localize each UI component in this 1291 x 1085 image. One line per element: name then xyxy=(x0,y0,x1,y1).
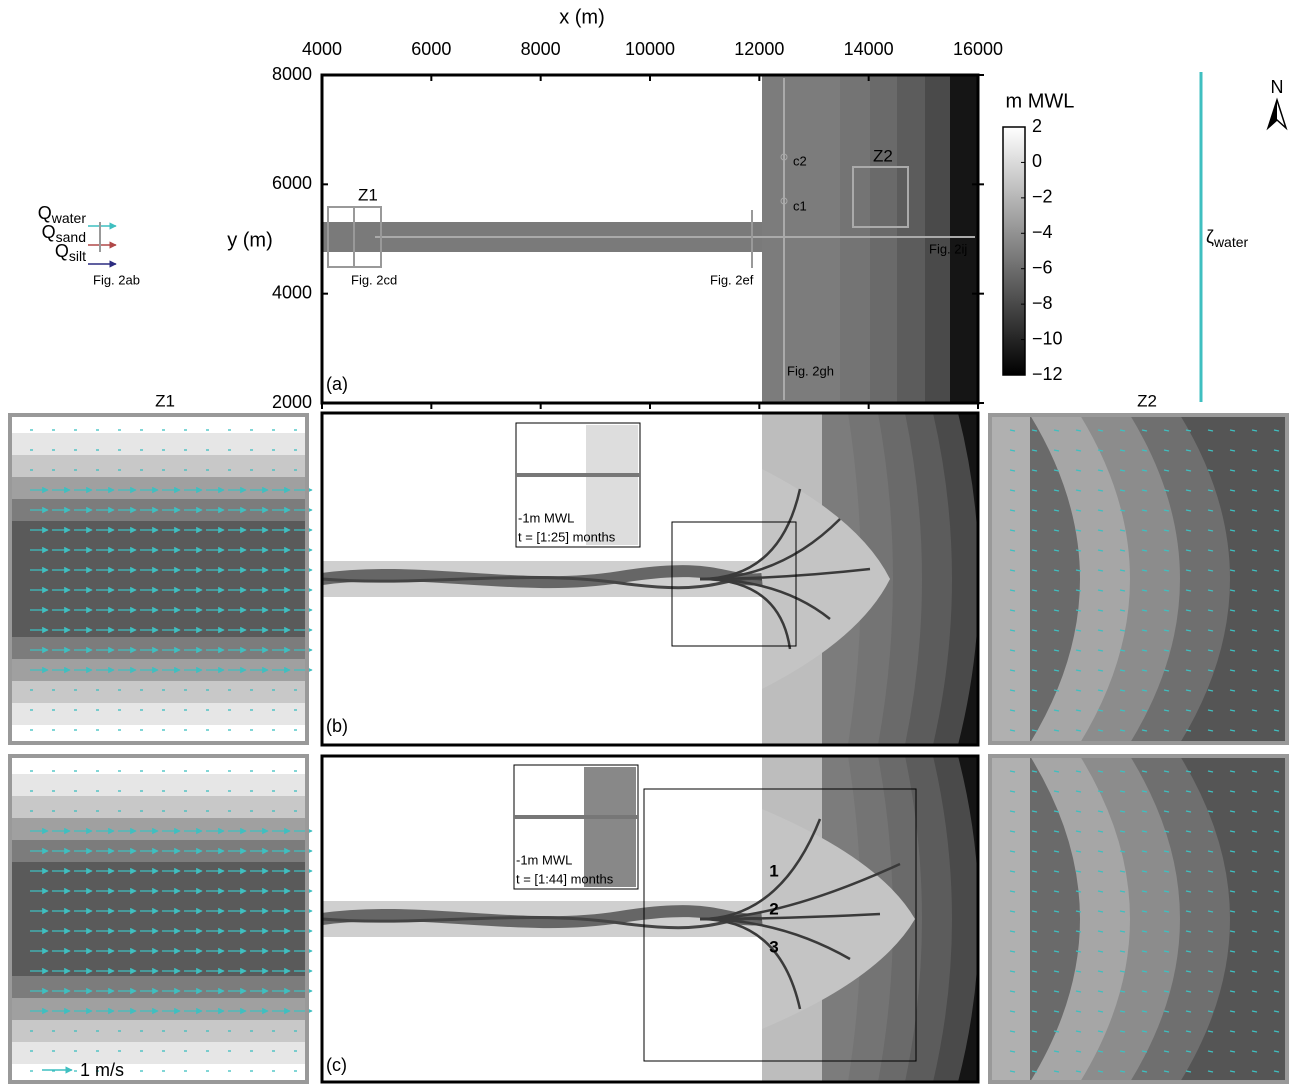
inset-land xyxy=(586,425,638,545)
x-tick-label: 12000 xyxy=(734,39,784,59)
inset-land xyxy=(584,767,636,887)
water-level-label-subscript: water xyxy=(1213,234,1249,250)
channel-label: 1 xyxy=(769,861,778,880)
inset-contour-label: -1m MWL xyxy=(516,852,572,867)
colorbar-tick-label: −6 xyxy=(1032,257,1053,277)
depth-band xyxy=(762,75,840,403)
panel-label: (a) xyxy=(326,374,348,394)
y-tick-label: 8000 xyxy=(272,64,312,84)
water-level-label: ζwater xyxy=(1206,227,1249,250)
legend-label-symbol: Q xyxy=(42,222,56,242)
colorbar-tick-label: −8 xyxy=(1032,293,1053,313)
x-tick-label: 10000 xyxy=(625,39,675,59)
colorbar-tick-label: −4 xyxy=(1032,222,1053,242)
depth-band xyxy=(840,75,870,403)
zoom-label: Z1 xyxy=(358,185,378,204)
north-label: N xyxy=(1271,77,1284,97)
section-label: Fig. 2gh xyxy=(787,363,834,378)
channel-label: 2 xyxy=(769,899,778,918)
legend-label-subscript: silt xyxy=(69,248,86,264)
scale-arrow-label: 1 m/s xyxy=(80,1060,124,1080)
panel-label: (c) xyxy=(326,1055,347,1075)
station-label: c2 xyxy=(793,153,807,168)
zoom-label: Z2 xyxy=(1137,391,1157,410)
y-axis-title: y (m) xyxy=(227,229,273,251)
section-label: Fig. 2ab xyxy=(93,272,140,287)
inset-time-label: t = [1:25] months xyxy=(518,529,616,544)
zoom-band xyxy=(10,521,307,637)
x-tick-label: 14000 xyxy=(844,39,894,59)
colorbar-tick-label: 0 xyxy=(1032,151,1042,171)
zoom-band xyxy=(10,862,307,976)
section-label: Fig. 2ef xyxy=(710,272,754,287)
inset-contour-label: -1m MWL xyxy=(518,510,574,525)
x-tick-label: 8000 xyxy=(521,39,561,59)
depth-band xyxy=(950,75,978,403)
legend-label-subscript: water xyxy=(51,210,87,226)
zoom-bg-left xyxy=(990,756,1030,1082)
channel-label: 3 xyxy=(769,937,778,956)
depth-band xyxy=(897,75,925,403)
legend-label-symbol: Q xyxy=(38,203,52,223)
y-tick-label: 2000 xyxy=(272,392,312,412)
x-tick-label: 4000 xyxy=(302,39,342,59)
zoom-label: Z2 xyxy=(873,146,893,165)
section-label: Fig. 2ij xyxy=(929,241,967,256)
water-level-label-symbol: ζ xyxy=(1206,227,1214,247)
colorbar-tick-label: −12 xyxy=(1032,364,1063,384)
section-label: Fig. 2cd xyxy=(351,272,397,287)
colorbar-tick-label: −10 xyxy=(1032,328,1063,348)
x-tick-label: 16000 xyxy=(953,39,1003,59)
x-axis-title: x (m) xyxy=(559,6,605,28)
depth-band xyxy=(870,75,897,403)
station-label: c1 xyxy=(793,198,807,213)
zoom-label: Z1 xyxy=(155,391,175,410)
y-tick-label: 6000 xyxy=(272,173,312,193)
y-tick-label: 4000 xyxy=(272,282,312,302)
colorbar xyxy=(1003,127,1025,375)
panel-label: (b) xyxy=(326,716,348,736)
depth-band xyxy=(925,75,950,403)
legend-label-symbol: Q xyxy=(55,241,69,261)
colorbar-tick-label: −2 xyxy=(1032,187,1053,207)
colorbar-tick-label: 2 xyxy=(1032,116,1042,136)
figure: c2 c1 Z1 Z2 Fig. 2cd Fig. 2ef Fig. 2gh Fig. 2ij… xyxy=(0,0,1291,1085)
colorbar-title: m MWL xyxy=(1006,90,1075,112)
x-tick-label: 6000 xyxy=(411,39,451,59)
zoom-bg-left xyxy=(990,415,1030,743)
inset-time-label: t = [1:44] months xyxy=(516,871,614,886)
